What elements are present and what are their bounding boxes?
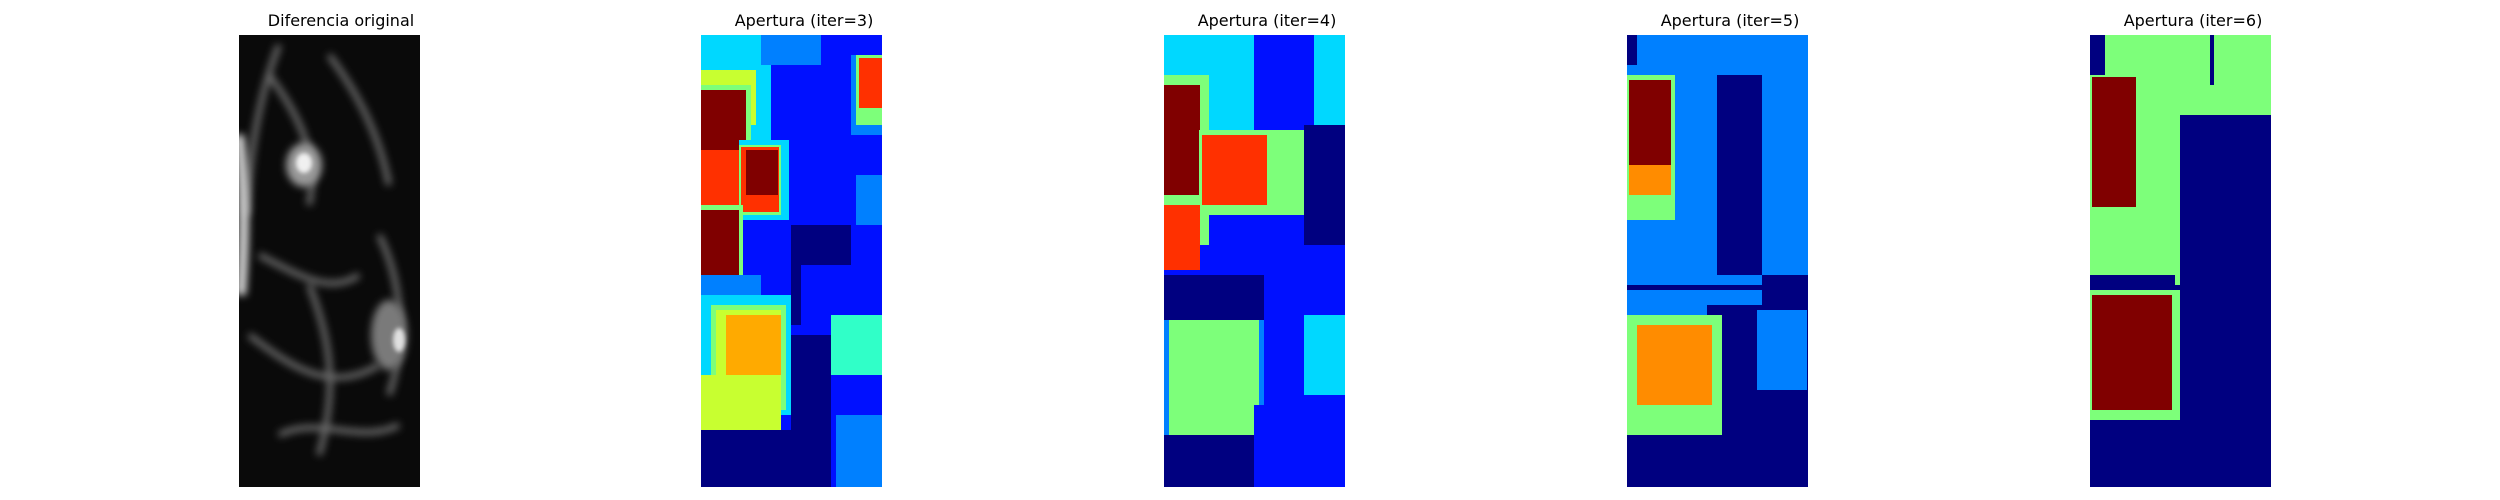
label-map-iter-3 bbox=[701, 35, 882, 487]
panel-title: Diferencia original bbox=[267, 11, 415, 30]
panel-apertura-iter-6: Apertura (iter=6) bbox=[2043, 0, 2343, 500]
grayscale-difference-image bbox=[239, 35, 420, 487]
label-map-iter-6 bbox=[2090, 35, 2271, 487]
label-map-iter-4 bbox=[1164, 35, 1345, 487]
panel-title: Apertura (iter=6) bbox=[2123, 11, 2263, 30]
panel-apertura-iter-5: Apertura (iter=5) bbox=[1580, 0, 1880, 500]
panel-apertura-iter-3: Apertura (iter=3) bbox=[654, 0, 954, 500]
panel-title: Apertura (iter=4) bbox=[1197, 11, 1337, 30]
label-map-iter-5 bbox=[1627, 35, 1808, 487]
panel-title: Apertura (iter=5) bbox=[1660, 11, 1800, 30]
panel-original-difference: Diferencia original bbox=[191, 0, 491, 500]
panel-apertura-iter-4: Apertura (iter=4) bbox=[1117, 0, 1417, 500]
panel-title: Apertura (iter=3) bbox=[734, 11, 874, 30]
